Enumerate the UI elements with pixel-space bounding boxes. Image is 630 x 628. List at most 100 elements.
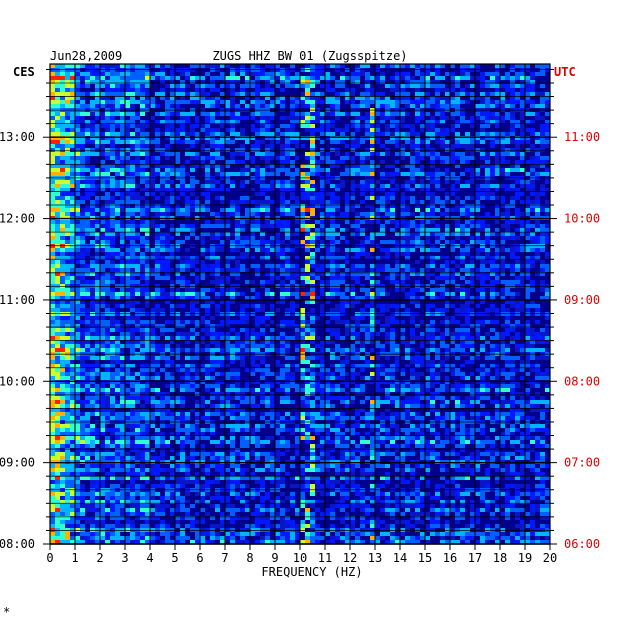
heatmap-cell xyxy=(295,132,300,136)
heatmap-cell xyxy=(420,220,425,224)
heatmap-cell xyxy=(215,224,220,228)
heatmap-cell xyxy=(75,268,80,272)
heatmap-cell xyxy=(160,80,165,84)
heatmap-cell xyxy=(500,116,505,120)
heatmap-cell xyxy=(300,84,305,88)
heatmap-cell xyxy=(480,232,485,236)
heatmap-cell xyxy=(360,168,365,172)
heatmap-cell xyxy=(485,80,490,84)
heatmap-cell xyxy=(195,156,200,160)
heatmap-cell xyxy=(300,172,305,176)
heatmap-cell xyxy=(85,92,90,96)
heatmap-cell xyxy=(50,172,55,176)
heatmap-cell xyxy=(300,272,305,276)
heatmap-cell xyxy=(225,200,230,204)
heatmap-cell xyxy=(190,88,195,92)
heatmap-cell xyxy=(50,288,55,292)
heatmap-cell xyxy=(500,252,505,256)
heatmap-cell xyxy=(270,112,275,116)
heatmap-cell xyxy=(425,288,430,292)
heatmap-cell xyxy=(440,148,445,152)
heatmap-cell xyxy=(295,204,300,208)
heatmap-cell xyxy=(230,148,235,152)
heatmap-cell xyxy=(330,156,335,160)
heatmap-cell xyxy=(165,232,170,236)
heatmap-cell xyxy=(510,96,515,100)
heatmap-cell xyxy=(175,272,180,276)
heatmap-cell xyxy=(490,184,495,188)
heatmap-cell xyxy=(390,168,395,172)
heatmap-cell xyxy=(300,140,305,144)
heatmap-cell xyxy=(245,128,250,132)
heatmap-cell xyxy=(385,148,390,152)
heatmap-cell xyxy=(90,172,95,176)
heatmap-cell xyxy=(470,236,475,240)
heatmap-cell xyxy=(150,288,155,292)
heatmap-cell xyxy=(480,180,485,184)
heatmap-cell xyxy=(165,144,170,148)
heatmap-cell xyxy=(515,124,520,128)
heatmap-cell xyxy=(205,152,210,156)
heatmap-cell xyxy=(385,260,390,264)
heatmap-cell xyxy=(80,220,85,224)
heatmap-cell xyxy=(240,232,245,236)
heatmap-cell xyxy=(275,228,280,232)
heatmap-cell xyxy=(405,128,410,132)
heatmap-cell xyxy=(340,208,345,212)
heatmap-cell xyxy=(200,272,205,276)
heatmap-cell xyxy=(345,208,350,212)
heatmap-cell xyxy=(195,68,200,72)
heatmap-cell xyxy=(475,124,480,128)
heatmap-cell xyxy=(75,84,80,88)
heatmap-cell xyxy=(315,140,320,144)
heatmap-cell xyxy=(55,280,60,284)
heatmap-cell xyxy=(175,208,180,212)
heatmap-cell xyxy=(480,136,485,140)
heatmap-cell xyxy=(210,228,215,232)
heatmap-cell xyxy=(470,288,475,292)
heatmap-cell xyxy=(240,64,245,68)
heatmap-cell xyxy=(230,212,235,216)
heatmap-cell xyxy=(255,156,260,160)
heatmap-cell xyxy=(460,116,465,120)
heatmap-cell xyxy=(310,164,315,168)
heatmap-cell xyxy=(65,64,70,68)
heatmap-cell xyxy=(110,84,115,88)
heatmap-cell xyxy=(325,236,330,240)
heatmap-cell xyxy=(510,276,515,280)
heatmap-cell xyxy=(315,224,320,228)
heatmap-cell xyxy=(90,96,95,100)
heatmap-cell xyxy=(235,224,240,228)
heatmap-cell xyxy=(490,132,495,136)
heatmap-cell xyxy=(405,116,410,120)
heatmap-cell xyxy=(410,252,415,256)
heatmap-cell xyxy=(295,212,300,216)
heatmap-cell xyxy=(545,140,550,144)
heatmap-cell xyxy=(530,212,535,216)
heatmap-cell xyxy=(80,160,85,164)
heatmap-cell xyxy=(490,272,495,276)
heatmap-cell xyxy=(55,172,60,176)
heatmap-cell xyxy=(175,168,180,172)
heatmap-cell xyxy=(480,168,485,172)
heatmap-cell xyxy=(70,64,75,68)
heatmap-cell xyxy=(135,280,140,284)
heatmap-cell xyxy=(185,256,190,260)
heatmap-cell xyxy=(465,72,470,76)
heatmap-cell xyxy=(410,256,415,260)
heatmap-cell xyxy=(250,76,255,80)
heatmap-cell xyxy=(230,144,235,148)
heatmap-cell xyxy=(185,200,190,204)
heatmap-cell xyxy=(335,288,340,292)
heatmap-cell xyxy=(215,92,220,96)
heatmap-cell xyxy=(315,268,320,272)
heatmap-cell xyxy=(480,224,485,228)
heatmap-cell xyxy=(460,260,465,264)
heatmap-cell xyxy=(470,120,475,124)
heatmap-cell xyxy=(220,104,225,108)
heatmap-cell xyxy=(250,140,255,144)
heatmap-cell xyxy=(50,92,55,96)
heatmap-cell xyxy=(315,156,320,160)
heatmap-cell xyxy=(340,276,345,280)
heatmap-cell xyxy=(380,184,385,188)
